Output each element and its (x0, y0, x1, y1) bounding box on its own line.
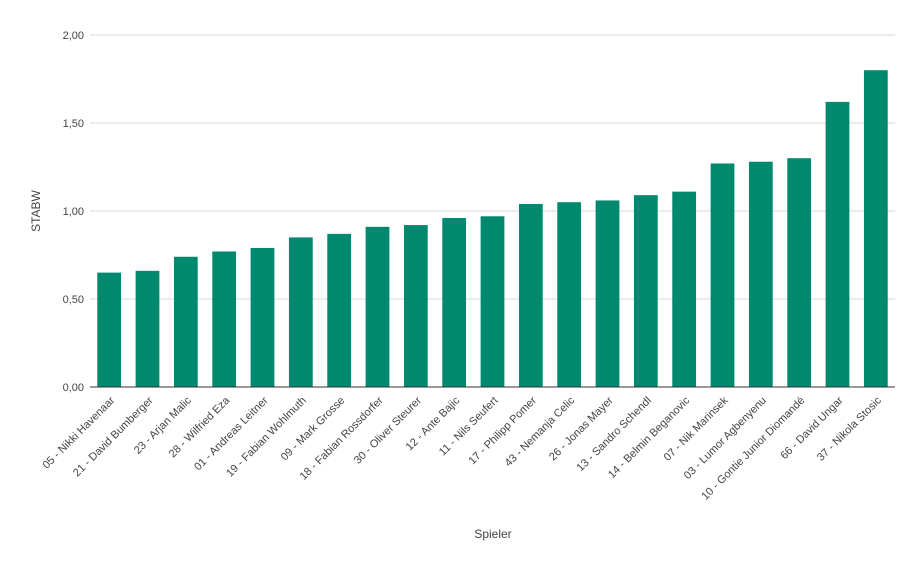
y-axis-label: STABW (29, 189, 43, 231)
bar (787, 158, 812, 387)
bar (518, 203, 543, 387)
y-tick-label: 1,00 (63, 206, 84, 218)
bar (97, 272, 122, 387)
x-tick-label: 05 - Nikki Havenaar (41, 394, 118, 471)
bar (288, 237, 313, 387)
bar (480, 216, 505, 387)
y-axis-ticks: 0,00 0,50 1,00 1,50 2,00 (63, 30, 84, 394)
bar (710, 163, 735, 387)
bar (557, 202, 582, 387)
x-tick-label: 43 - Nemanja Celic (503, 394, 578, 469)
bar (135, 270, 160, 387)
x-tick-label: 30 - Oliver Steurer (352, 394, 424, 466)
bar (672, 191, 697, 387)
x-tick-label: 13 - Sandro Schendl (575, 395, 654, 474)
y-tick-label: 0,50 (63, 294, 84, 306)
bars (97, 70, 888, 387)
bar (442, 218, 467, 387)
bar (748, 161, 773, 387)
bar (173, 256, 198, 387)
bar (595, 200, 620, 387)
bar (863, 70, 888, 387)
x-tick-label: 07 - Nik Marinsek (662, 394, 731, 463)
bar (250, 247, 275, 387)
y-tick-label: 1,50 (63, 118, 84, 130)
y-tick-label: 2,00 (63, 30, 84, 42)
x-tick-label: 17 - Philipp Pomer (466, 394, 539, 467)
y-tick-label: 0,00 (63, 382, 84, 394)
bar (365, 226, 390, 387)
x-tick-label: 01 - Andreas Leitner (192, 394, 271, 473)
bar (633, 195, 658, 387)
x-tick-label: 37 - Nikola Stosic (815, 394, 884, 463)
bar (212, 251, 237, 387)
x-axis-label: Spieler (474, 527, 511, 541)
bar (825, 101, 850, 387)
bar (403, 225, 428, 387)
bar (327, 233, 352, 387)
